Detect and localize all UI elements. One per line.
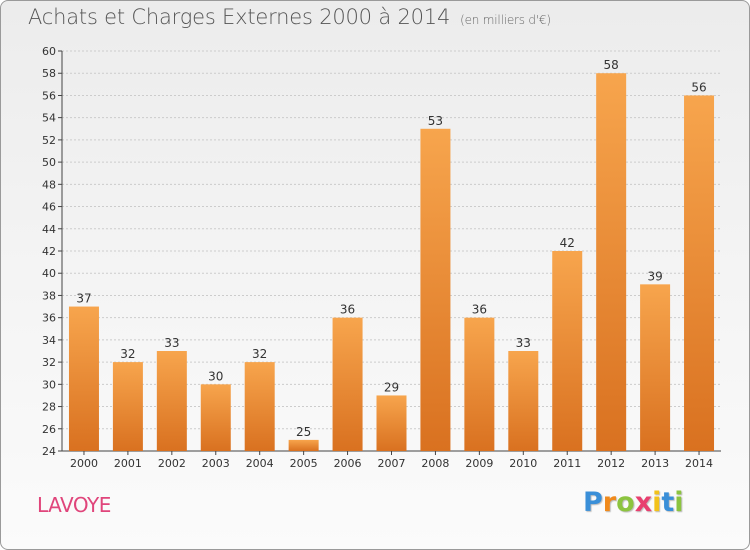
- bar-2004: [244, 362, 275, 451]
- logo-letter: i: [652, 487, 662, 518]
- bar-2010: [508, 351, 539, 451]
- y-tick-label: 50: [42, 156, 56, 169]
- y-tick-label: 58: [42, 67, 56, 80]
- x-tick-label: 2007: [378, 457, 406, 470]
- y-tick-label: 46: [42, 201, 56, 214]
- bar-2007: [376, 395, 407, 451]
- data-label: 36: [472, 303, 487, 317]
- bar-2002: [156, 351, 187, 451]
- x-tick-label: 2005: [290, 457, 318, 470]
- logo-letter: t: [661, 487, 675, 518]
- y-tick-label: 36: [42, 312, 56, 325]
- x-tick-label: 2004: [246, 457, 274, 470]
- chart-title: Achats et Charges Externes 2000 à 2014 (e…: [28, 5, 551, 29]
- data-label: 30: [208, 369, 223, 383]
- data-label: 29: [384, 380, 399, 394]
- data-label: 32: [252, 347, 267, 361]
- bar-2009: [464, 317, 495, 451]
- y-tick-label: 26: [42, 423, 56, 436]
- bar-2000: [68, 306, 99, 451]
- y-tick-label: 48: [42, 178, 56, 191]
- y-tick-label: 52: [42, 134, 56, 147]
- proxiti-logo: Proxiti: [583, 487, 684, 518]
- x-tick-label: 2011: [553, 457, 581, 470]
- y-tick-label: 34: [42, 334, 56, 347]
- data-label: 33: [516, 336, 531, 350]
- x-tick-label: 2013: [641, 457, 669, 470]
- axes: 24 26 28 30 32 34 36 38 40 42 44 46 48 50 52 54 56 58 60 20…: [42, 45, 721, 470]
- x-tick-label: 2001: [114, 457, 142, 470]
- data-label: 25: [296, 425, 311, 439]
- bar-2011: [552, 251, 583, 451]
- data-label: 53: [428, 114, 443, 128]
- bar-2003: [200, 384, 231, 451]
- data-label: 42: [560, 236, 575, 250]
- data-labels: 37 32 33 30 32 25 36 29 53 36 33 42 58 39 56: [76, 58, 706, 439]
- x-tick-label: 2003: [202, 457, 230, 470]
- x-tick-label: 2002: [158, 457, 186, 470]
- bar-2014: [684, 95, 715, 451]
- commune-name: LAVOYE: [37, 493, 111, 517]
- bar-2005: [288, 439, 319, 451]
- x-tick-label: 2010: [509, 457, 537, 470]
- bar-2008: [420, 128, 451, 451]
- logo-letter: P: [583, 487, 603, 518]
- y-tick-label: 30: [42, 378, 56, 391]
- bars: [68, 73, 715, 451]
- data-label: 37: [76, 292, 91, 306]
- y-tick-label: 56: [42, 89, 56, 102]
- data-label: 39: [647, 269, 662, 283]
- bar-2001: [112, 362, 143, 451]
- bar-2013: [640, 284, 671, 451]
- x-tick-label: 2009: [465, 457, 493, 470]
- y-tick-label: 28: [42, 401, 56, 414]
- logo-letter: x: [634, 487, 653, 518]
- x-tick-label: 2012: [597, 457, 625, 470]
- y-tick-label: 60: [42, 45, 56, 58]
- y-tick-label: 38: [42, 289, 56, 302]
- y-tick-label: 32: [42, 356, 56, 369]
- y-tick-label: 42: [42, 245, 56, 258]
- x-tick-label: 2014: [685, 457, 713, 470]
- x-tick-label: 2008: [421, 457, 449, 470]
- title-text: Achats et Charges Externes 2000 à 2014: [28, 5, 451, 29]
- y-tick-label: 54: [42, 112, 56, 125]
- y-tick-label: 44: [42, 223, 56, 236]
- x-tick-label: 2000: [70, 457, 98, 470]
- logo-letter: i: [674, 487, 684, 518]
- data-label: 58: [604, 58, 619, 72]
- unit-note: (en milliers d'€): [460, 13, 551, 27]
- data-label: 32: [120, 347, 135, 361]
- x-tick-label: 2006: [334, 457, 362, 470]
- y-tick-label: 40: [42, 267, 56, 280]
- logo-letter: o: [616, 487, 635, 518]
- bar-2012: [596, 73, 627, 451]
- data-label: 36: [340, 303, 355, 317]
- data-label: 33: [164, 336, 179, 350]
- data-label: 56: [691, 80, 706, 94]
- logo-letter: r: [602, 487, 617, 518]
- bar-2006: [332, 317, 363, 451]
- y-tick-label: 24: [42, 445, 56, 458]
